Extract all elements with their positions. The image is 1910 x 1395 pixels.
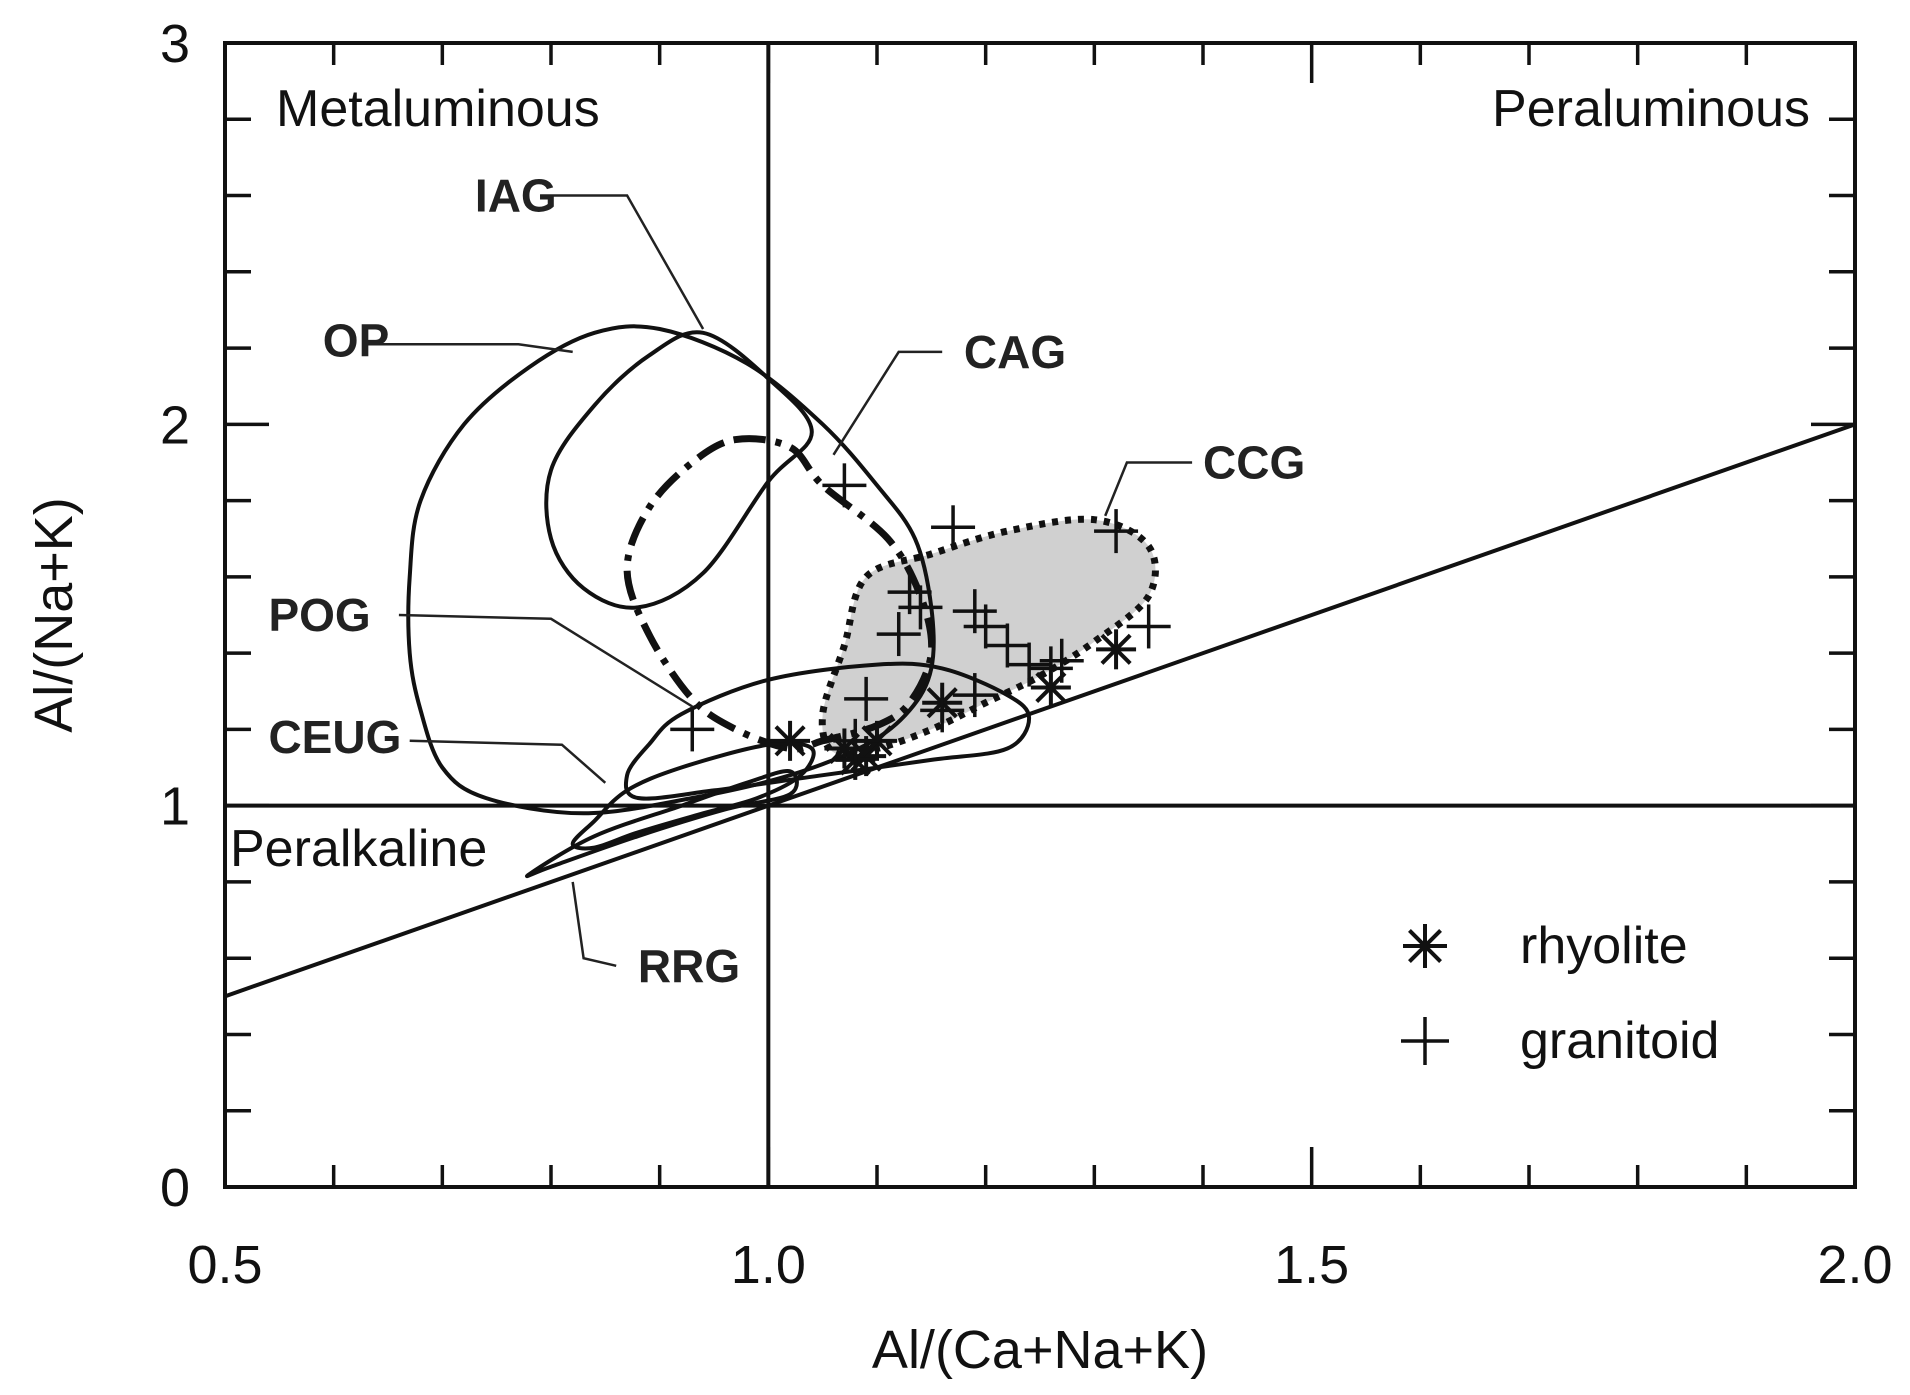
granitoid-point (833, 718, 878, 763)
reference-line-2 (225, 422, 1855, 999)
granitoid-point (931, 505, 976, 550)
legend-marker-rhyolite (1403, 924, 1447, 968)
x-tick-label: 2.0 (1817, 1235, 1892, 1295)
granitoid-point (1007, 642, 1052, 687)
field-ceug-outline (570, 741, 816, 851)
plot-frame (223, 41, 1857, 1189)
field-rrg-outline (525, 769, 799, 879)
granitoid-point (920, 688, 965, 733)
field-label-ceug: CEUG (268, 711, 401, 763)
region-label-peralkaline: Peralkaline (230, 820, 487, 878)
field-label-op: OP (323, 314, 389, 366)
field-label-iag: IAG (475, 170, 557, 222)
field-ccg-outline (818, 515, 1159, 759)
granitoid-point (844, 676, 889, 721)
region-label-metaluminous: Metaluminous (276, 80, 600, 138)
granitoid-point (985, 623, 1030, 668)
y-tick-label: 1 (160, 777, 190, 837)
x-tick-label: 1.0 (731, 1235, 806, 1295)
granitoid-point (1039, 638, 1084, 683)
field-label-rrg: RRG (638, 940, 740, 992)
x-tick-label: 0.5 (187, 1235, 262, 1295)
field-rrg-leader (571, 881, 617, 968)
region-label-peraluminous: Peraluminous (1492, 80, 1810, 138)
granitoid-point (963, 604, 1008, 649)
field-label-ccg: CCG (1203, 436, 1305, 488)
field-ccg-leader (1104, 461, 1193, 517)
x-tick-label: 1.5 (1274, 1235, 1349, 1295)
rhyolite-point (770, 720, 811, 761)
rhyolite-point (1096, 629, 1137, 670)
legend-label-granitoid: granitoid (1520, 1012, 1719, 1070)
field-label-cag: CAG (964, 326, 1066, 378)
field-cag-leader (832, 350, 943, 456)
field-label-pog: POG (268, 589, 370, 641)
granitoid-point (670, 707, 715, 752)
legend-label-rhyolite: rhyolite (1520, 917, 1688, 975)
granitoid-point (1028, 646, 1073, 691)
granitoid-point (822, 463, 867, 508)
legend: rhyolite granitoid (1401, 917, 1719, 1070)
granitoid-point (952, 673, 997, 718)
y-tick-label: 3 (160, 14, 190, 74)
field-ceug-leader (409, 739, 607, 784)
x-axis-title: Al/(Ca+Na+K) (872, 1320, 1208, 1380)
granitoid-point (1126, 604, 1171, 649)
field-cag-outline (623, 435, 936, 753)
field-iag-outline (544, 330, 814, 610)
field-op-outline (406, 324, 936, 816)
granitoid-point (1094, 509, 1139, 554)
granitoid-point (898, 585, 943, 630)
field-op-leader (366, 343, 573, 354)
field-iag-leader (540, 194, 705, 330)
granitoid-point (876, 612, 921, 657)
y-axis-title: Al/(Na+K) (24, 497, 84, 733)
y-tick-label: 2 (160, 395, 190, 455)
legend-marker-granitoid (1401, 1017, 1449, 1065)
y-tick-label: 0 (160, 1158, 190, 1218)
field-pog-leader (398, 613, 693, 708)
